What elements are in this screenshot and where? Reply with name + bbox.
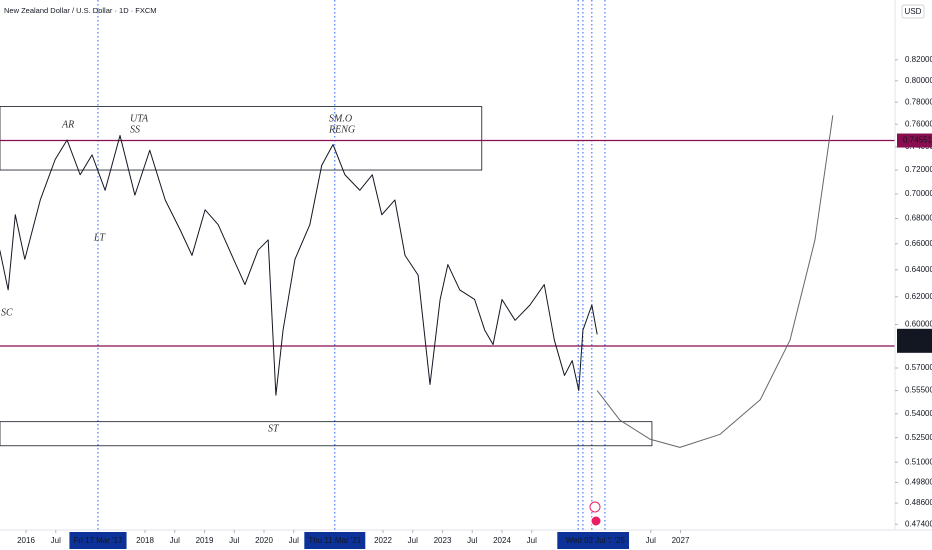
y-tick-label: 0.52500 [905,433,932,442]
x-tick-label: Jul [51,536,61,545]
x-tick-label: 2024 [493,536,511,545]
date-label-bg [561,532,623,549]
y-tick-label: 0.70000 [905,189,932,198]
event-icons [589,501,602,527]
x-tick-label: Jul [646,536,656,545]
x-tick-label: 2020 [255,536,273,545]
date-label-bg [610,532,630,549]
x-tick-label: 2023 [434,536,452,545]
y-tick-label: 0.60000 [905,320,932,329]
date-label: Fri 17 Mar '17 [73,536,123,545]
annotation: RENG [328,124,355,135]
x-tick-label: 2018 [136,536,154,545]
x-tick-label: 2019 [196,536,214,545]
date-label: Wed 02 Jul '25 [566,536,619,545]
last-price-label: 0.59206 [903,331,932,340]
annotation: AR [61,119,74,130]
y-tick-label: 0.68000 [905,214,932,223]
date-label-bg [69,532,127,549]
y-tick-label: 0.49800 [905,478,932,487]
event-icon[interactable] [589,501,601,513]
x-tick-label: 2022 [374,536,392,545]
price-line [0,134,598,396]
currency: USD [905,7,922,16]
x-tick-label: Jul [229,536,239,545]
y-tick-label: 0.72000 [905,165,932,174]
y-tick-label: 0.76000 [905,119,932,128]
annotation: SM.O [329,113,352,124]
annotation: SS [130,124,140,135]
countdown: 06:44:59 [903,341,932,350]
last-price-bg [897,328,932,353]
x-tick-label: 2027 [672,536,690,545]
event-icon[interactable] [590,515,602,527]
date-label: '25 [615,536,626,545]
price-line [596,115,834,448]
y-tick-label: 0.64000 [905,265,932,274]
y-tick-label: 0.51000 [905,457,932,466]
y-tick-label: 0.48600 [905,498,932,507]
x-tick-label: Jul [170,536,180,545]
price-axis [895,0,932,550]
chart-title: New Zealand Dollar / U.S. Dollar · 1D · … [4,6,157,15]
x-tick-label: Jul [408,536,418,545]
annotation: ST [268,423,280,434]
annotations: AR UTA SS SM.O RENG LT SC ST [1,113,355,434]
annotation: LT [93,232,106,243]
x-tick-label: Jul [467,536,477,545]
x-tick-label: 2016 [17,536,35,545]
y-tick-label: 0.78000 [905,97,932,106]
y-tick-label: 0.47400 [905,519,932,528]
zone-box [0,106,483,171]
y-tick-label: 0.80000 [905,76,932,85]
plot-area [0,0,895,530]
x-tick-label: Jul [527,536,537,545]
price-level-label: 0.74551 [903,136,932,145]
annotation: SC [1,307,13,318]
y-tick-label: 0.54000 [905,409,932,418]
zone-box [0,421,653,447]
y-tick-label: 0.55500 [905,386,932,395]
x-tick-label: Jul [289,536,299,545]
annotation: UTA [130,113,149,124]
price-level-label-bg [897,133,932,148]
y-tick-label: 0.66000 [905,239,932,248]
date-label: Thu 11 Mar '21 [308,536,362,545]
currency-box[interactable] [901,4,925,19]
y-tick-label: 0.62000 [905,292,932,301]
y-tick-label: 0.57000 [905,363,932,372]
date-label-bg [304,532,366,549]
y-tick-label: 0.82000 [905,55,932,64]
